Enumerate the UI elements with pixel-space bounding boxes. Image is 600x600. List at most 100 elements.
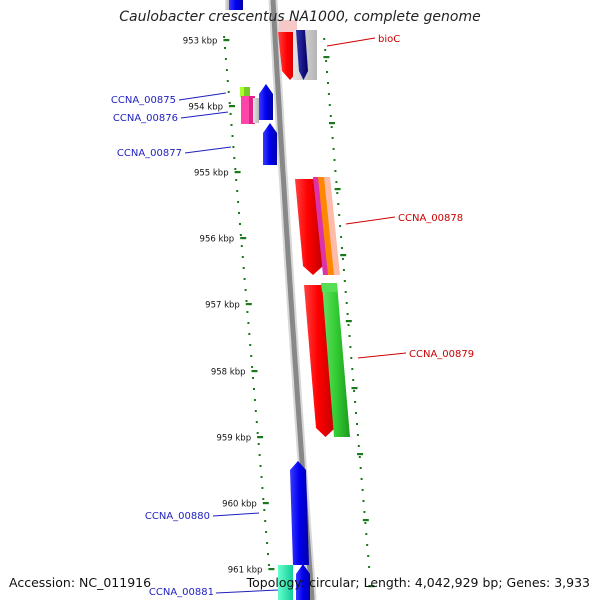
minor-tick-left [247, 322, 250, 324]
gene-ccna-00876 [241, 96, 250, 124]
gene-ccna-00880 [290, 461, 309, 565]
minor-tick-right [324, 49, 327, 51]
minor-tick-right [331, 137, 334, 139]
minor-tick-right [365, 533, 368, 535]
major-tick [262, 502, 269, 505]
gene-ccna-00875-blue [259, 84, 273, 120]
minor-tick-left [233, 157, 236, 159]
major-tick [245, 303, 252, 306]
major-tick [251, 370, 258, 373]
gene-label: CCNA_00878 [398, 213, 463, 224]
gene-label: CCNA_00876 [113, 113, 178, 124]
minor-tick-right [342, 269, 345, 271]
minor-tick-right [361, 489, 364, 491]
minor-tick-right [368, 566, 371, 568]
kbp-tick-label: 958 kbp [211, 368, 246, 378]
kbp-tick-label: 953 kbp [183, 37, 218, 47]
minor-tick-left [254, 410, 257, 412]
minor-tick-left [244, 289, 247, 291]
minor-tick-left [263, 509, 266, 511]
major-tick-right [368, 585, 375, 588]
gene-ccna-00879 [304, 285, 335, 437]
major-tick [240, 237, 247, 240]
minor-tick-left [252, 377, 254, 379]
gene-ccna-00879-green [322, 284, 350, 437]
minor-tick-right [325, 60, 328, 62]
minor-tick-right [355, 412, 357, 414]
minor-tick-right [363, 511, 366, 513]
gene-ccna-00878-peach [324, 177, 340, 275]
gene-ccna-00881-cyan [278, 565, 293, 600]
minor-tick-right [347, 324, 350, 326]
minor-tick-left [267, 553, 269, 555]
minor-tick-left [231, 135, 234, 137]
gene-label: CCNA_00881 [149, 587, 214, 598]
gene-label: CCNA_00879 [409, 349, 474, 360]
label-connector [215, 589, 279, 594]
major-tick-right [362, 519, 369, 522]
label-connector [180, 111, 229, 119]
gene-top-partial-shade [225, 0, 229, 10]
major-tick-right [351, 387, 358, 390]
minor-tick-left [243, 278, 246, 280]
minor-tick-right [367, 555, 370, 557]
major-tick [229, 105, 235, 108]
minor-tick-left [253, 399, 256, 401]
minor-tick-right [327, 93, 330, 95]
kbp-tick-label: 961 kbp [228, 566, 263, 576]
minor-tick-right [336, 192, 339, 194]
label-connector [184, 146, 232, 154]
kbp-tick-label: 955 kbp [194, 169, 229, 179]
minor-tick-left [266, 542, 269, 544]
minor-tick-right [358, 456, 361, 458]
minor-tick-left [250, 355, 253, 357]
label-connector [345, 216, 396, 225]
minor-tick-left [232, 146, 235, 148]
minor-tick-right [352, 379, 355, 381]
minor-tick-left [225, 69, 228, 71]
gene-ccna-00877 [263, 123, 277, 165]
minor-tick-left [228, 102, 231, 104]
minor-tick-left [246, 311, 249, 313]
minor-tick-left [261, 487, 264, 489]
minor-tick-left [223, 36, 226, 38]
label-connector [178, 92, 227, 101]
minor-tick-left [240, 245, 243, 247]
minor-tick-right [330, 126, 333, 128]
gene-ccna-00881 [296, 564, 310, 600]
minor-tick-left [242, 267, 245, 269]
label-connector [357, 352, 407, 359]
minor-tick-left [256, 432, 259, 434]
minor-tick-left [224, 58, 227, 60]
minor-tick-right [351, 368, 354, 370]
gene-ccna-00876-shade [249, 96, 255, 124]
minor-tick-left [236, 190, 239, 192]
minor-tick-right [326, 71, 328, 73]
minor-tick-left [259, 465, 262, 467]
minor-tick-right [340, 236, 343, 238]
minor-tick-left [265, 531, 268, 533]
minor-tick-right [334, 170, 337, 172]
minor-tick-right [345, 302, 348, 304]
minor-tick-left [264, 520, 267, 522]
gene-label: CCNA_00875 [111, 95, 176, 106]
minor-tick-right [364, 522, 367, 524]
gene-ccna-00878-orange [318, 177, 335, 275]
minor-tick-right [332, 148, 335, 150]
minor-tick-right [338, 214, 341, 216]
minor-tick-left [239, 234, 242, 236]
major-tick-right [340, 254, 347, 257]
minor-tick-right [341, 258, 344, 260]
minor-tick-left [258, 454, 261, 456]
minor-tick-right [366, 544, 369, 546]
kbp-tick-label: 956 kbp [200, 235, 235, 245]
gene-label: CCNA_00877 [117, 148, 182, 159]
kbp-tick-label: 960 kbp [222, 500, 257, 510]
accession-text: Accession: NC_011916 [9, 575, 152, 590]
minor-tick-right [346, 313, 349, 315]
minor-tick-right [362, 500, 365, 502]
gene-ccna-00876-grey [253, 98, 259, 123]
minor-tick-left [260, 476, 263, 478]
minor-tick-right [327, 82, 329, 84]
minor-tick-right [339, 225, 342, 227]
